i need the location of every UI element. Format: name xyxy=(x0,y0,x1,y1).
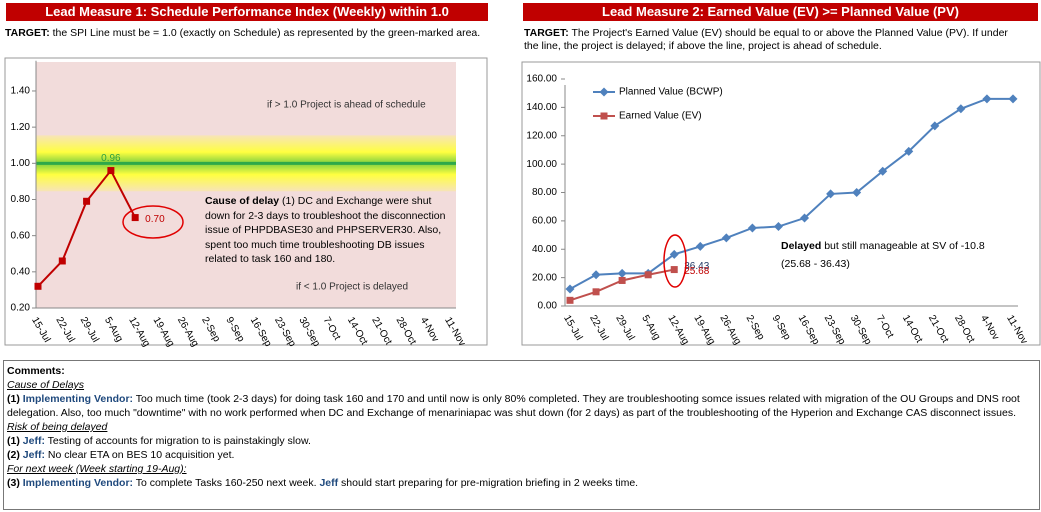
data-point xyxy=(617,268,627,278)
legend-label: Planned Value (BCWP) xyxy=(619,87,723,98)
item-text: No clear ETA on BES 10 acquisition yet. xyxy=(47,449,235,461)
data-point xyxy=(695,241,705,251)
y-tick-label: 100.00 xyxy=(526,159,557,170)
legend-label: Earned Value (EV) xyxy=(619,111,702,122)
data-label: 0.70 xyxy=(145,214,165,225)
data-point xyxy=(852,188,862,197)
comments-box: Comments: Cause of Delays (1) Implementi… xyxy=(3,360,1040,510)
legend-marker xyxy=(600,112,608,120)
y-tick-label: 160.00 xyxy=(526,74,557,85)
y-tick-label: 0.60 xyxy=(11,230,31,241)
note-line: (25.68 - 36.43) xyxy=(781,258,850,270)
y-tick-label: 0.80 xyxy=(11,194,31,205)
y-tick-label: 1.00 xyxy=(11,158,31,169)
data-point xyxy=(131,214,139,222)
data-point xyxy=(669,249,679,259)
highlight-ellipse xyxy=(663,234,687,288)
y-tick-label: 1.20 xyxy=(11,122,31,133)
item-name: Implementing Vendor: xyxy=(22,477,134,489)
y-tick-label: 80.00 xyxy=(532,187,557,198)
data-point xyxy=(618,276,626,284)
data-point xyxy=(592,288,600,296)
target-text: TARGET: the SPI Line must be = 1.0 (exac… xyxy=(5,27,485,40)
y-tick-label: 40.00 xyxy=(532,244,557,255)
y-tick-label: 20.00 xyxy=(532,272,557,283)
data-point xyxy=(773,222,783,232)
data-point xyxy=(904,146,914,156)
target-text: TARGET: The Project's Earned Value (EV) … xyxy=(524,27,1024,53)
note-text: (1) DC and Exchange were shut down for 2… xyxy=(205,195,446,265)
legend-marker xyxy=(599,87,609,97)
data-point xyxy=(58,257,66,265)
item-number: (2) xyxy=(7,449,20,461)
annotation: if < 1.0 Project is delayed xyxy=(296,282,408,293)
delay-note: Delayed but still manageable at SV of -1… xyxy=(781,237,1031,273)
y-tick-label: 120.00 xyxy=(526,130,557,141)
item-name: Implementing Vendor: xyxy=(22,393,134,405)
data-point xyxy=(670,266,678,274)
comment-item: (1) Jeff: Testing of accounts for migrat… xyxy=(7,434,1036,448)
item-text: To complete Tasks 160-250 next week. xyxy=(135,477,317,489)
comment-item: (2) Jeff: No clear ETA on BES 10 acquisi… xyxy=(7,448,1036,462)
data-label: 36.43 xyxy=(684,261,709,272)
y-tick-label: 140.00 xyxy=(526,102,557,113)
data-point xyxy=(956,104,966,114)
target-body: the SPI Line must be = 1.0 (exactly on S… xyxy=(52,27,481,39)
comment-item: (3) Implementing Vendor: To complete Tas… xyxy=(7,476,1036,490)
item-number: (1) xyxy=(7,435,20,447)
annotation: if > 1.0 Project is ahead of schedule xyxy=(267,100,426,111)
data-point xyxy=(1008,94,1018,104)
item-text: Testing of accounts for migration to is … xyxy=(47,435,311,447)
data-point xyxy=(826,189,836,199)
data-point xyxy=(107,167,115,175)
y-tick-label: 0.40 xyxy=(11,266,31,277)
chart-frame xyxy=(521,61,1041,346)
comment-item: (1) Implementing Vendor: Too much time (… xyxy=(7,392,1036,420)
item-number: (3) xyxy=(7,477,20,489)
data-point xyxy=(878,166,888,176)
item-text: should start preparing for pre-migration… xyxy=(341,477,639,489)
y-tick-label: 1.40 xyxy=(11,86,31,97)
data-point xyxy=(644,271,652,279)
data-point xyxy=(800,213,810,223)
data-point xyxy=(565,284,575,294)
target-label: TARGET: xyxy=(524,27,569,39)
comments-title: Comments: xyxy=(7,365,65,377)
item-text: Too much time (took 2-3 days) for doing … xyxy=(7,393,1020,419)
data-label: 25.68 xyxy=(684,266,709,277)
item-number: (1) xyxy=(7,393,20,405)
data-point xyxy=(747,223,757,233)
data-point xyxy=(83,197,91,205)
item-name: Jeff: xyxy=(22,449,45,461)
data-point xyxy=(591,270,601,280)
target-body: The Project's Earned Value (EV) should b… xyxy=(524,27,1008,52)
item-name: Jeff: xyxy=(22,435,45,447)
data-label: 0.96 xyxy=(101,153,121,164)
data-point xyxy=(721,233,731,243)
data-point xyxy=(34,282,42,290)
note-bold: Cause of delay xyxy=(205,195,280,207)
target-label: TARGET: xyxy=(5,27,50,39)
section-heading: Cause of Delays xyxy=(7,379,85,391)
panel-header: Lead Measure 2: Earned Value (EV) >= Pla… xyxy=(523,3,1038,21)
item-name: Jeff xyxy=(319,477,339,489)
panel-header: Lead Measure 1: Schedule Performance Ind… xyxy=(6,3,488,21)
data-point xyxy=(982,94,992,104)
note-text: but still manageable at SV of -10.8 xyxy=(824,240,985,252)
section-heading: Risk of being delayed xyxy=(7,421,108,433)
data-point xyxy=(566,296,574,304)
data-point xyxy=(930,121,940,131)
y-tick-label: 60.00 xyxy=(532,216,557,227)
delay-note: Cause of delay (1) DC and Exchange were … xyxy=(205,194,457,267)
y-tick-label: 0.20 xyxy=(11,303,31,314)
highlight-ellipse xyxy=(122,205,184,239)
y-tick-label: 0.00 xyxy=(538,301,558,312)
section-heading: For next week (Week starting 19-Aug): xyxy=(7,463,187,475)
note-bold: Delayed xyxy=(781,240,822,252)
